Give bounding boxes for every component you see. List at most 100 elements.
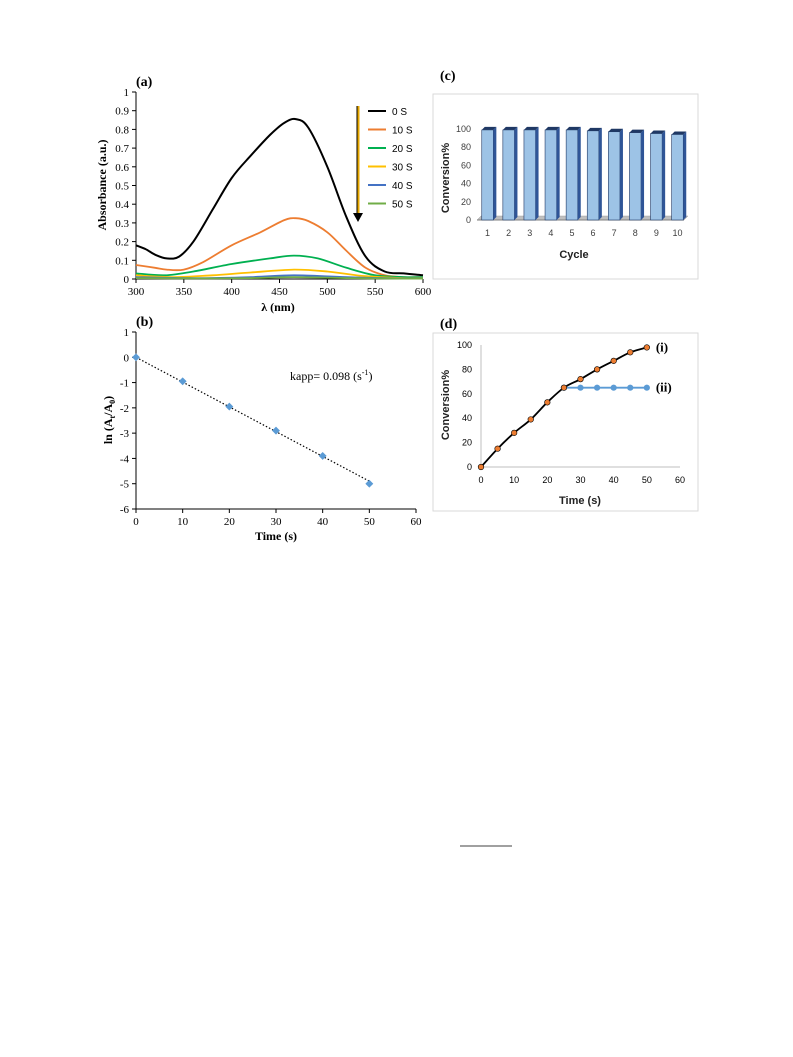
panel-a-y-tick-label: 0.3 (115, 218, 129, 230)
panel-c-x-tick-label: 8 (633, 228, 638, 238)
panel-b-y-tick-label: 0 (124, 352, 130, 364)
panel-a-y-tick-label: 0.8 (115, 124, 129, 136)
panel-c-bar (565, 129, 579, 221)
panel-a-y-tick-label: 0.7 (115, 143, 129, 155)
panel-c-y-tick-label: 20 (461, 197, 471, 207)
panel-d-x-axis-title: Time (s) (559, 495, 601, 507)
panel-c-x-tick-label: 6 (591, 228, 596, 238)
panel-a-legend: 0 S 10 S 20 S 30 S 40 S 50 S (353, 106, 413, 222)
kapp-exponent: -1 (362, 368, 369, 377)
panel-c-x-tick-label: 10 (672, 228, 682, 238)
panel-d-x-tick-label: 40 (609, 475, 619, 485)
legend-label: 20 S (392, 144, 413, 155)
panel-c-bar (629, 132, 642, 221)
panel-d-x-tick-label: 20 (542, 475, 552, 485)
panel-d-x-tick-label: 10 (509, 475, 519, 485)
panel-d: (d) 0 20 40 60 80 100 0 10 20 30 40 50 60 (ii) (i) Ti… (432, 317, 699, 512)
panel-d-label: (d) (440, 317, 457, 332)
panel-c-bar-side (577, 126, 581, 220)
panel-a-x-tick-label: 500 (319, 286, 336, 298)
panel-c-label: (c) (440, 69, 456, 84)
panel-d-data-point (610, 357, 617, 364)
panel-d-y-tick-label: 0 (467, 462, 472, 472)
panel-a-y-tick-label: 0.9 (115, 106, 129, 118)
panel-c-x-tick-label: 3 (527, 228, 532, 238)
panel-d-y-tick-label: 60 (462, 389, 472, 399)
panel-b-x-tick-label: 40 (317, 516, 329, 528)
panel-b-data-point (225, 402, 234, 411)
panel-d-data-point (593, 366, 601, 373)
panel-a-y-tick-label: 0 (124, 274, 130, 286)
panel-d-y-tick-label: 80 (462, 364, 472, 374)
panel-c-bar-top (545, 126, 560, 130)
panel-a: (a) 0 0.1 0.2 0.3 0.4 0.5 0.6 0.7 0.8 0.9 1 300 350 4… (95, 75, 432, 314)
panel-a-y-tick-label: 0.4 (115, 199, 129, 211)
legend-label: 10 S (392, 126, 413, 137)
panel-b-x-tick-label: 30 (271, 516, 283, 528)
ln-sub-t: t (108, 416, 117, 419)
panel-b-x-tick-label: 10 (177, 516, 189, 528)
panel-d-data-point (511, 429, 518, 436)
panel-b-x-axis-title: Time (s) (255, 529, 297, 543)
panel-b-data-point (365, 479, 374, 488)
panel-c-bar-top (629, 129, 645, 133)
panel-c-bar-side (514, 126, 518, 220)
panel-b-data-point (178, 377, 187, 386)
panel-c-x-axis-title: Cycle (559, 249, 588, 261)
panel-d-x-tick-label: 50 (642, 475, 652, 485)
panel-c-bar-top (671, 131, 687, 135)
panel-c-x-tick-label: 1 (485, 228, 490, 238)
panel-a-x-tick-label: 450 (271, 286, 288, 298)
panel-d-x-tick-label: 30 (575, 475, 585, 485)
panel-c-bar (608, 131, 621, 221)
panel-c-bar-side (535, 126, 539, 220)
panel-a-series-line (135, 217, 424, 279)
legend-label: 30 S (392, 163, 413, 174)
panel-d-data-point (643, 344, 650, 351)
panel-c-x-tick-label: 4 (548, 228, 553, 238)
panel-d-data-point (627, 384, 634, 391)
panel-b: (b) 10-1-2-3-4-5-60 10 20 30 40 50 60 kapp= 0.… (101, 315, 422, 543)
panel-a-x-axis-title: λ (nm) (261, 300, 295, 314)
panel-d-x-tick-label: 60 (675, 475, 685, 485)
panel-d-data-point (643, 384, 650, 391)
panel-d-data-point (627, 349, 634, 356)
panel-c-bar-side (493, 126, 497, 220)
panel-b-label: (b) (136, 315, 153, 330)
panel-c-bar-top (502, 126, 518, 130)
panel-b-y-axis-title: ln (At/A0) (101, 396, 117, 444)
panel-d-series-label: (ii) (656, 380, 672, 395)
panel-c-bar (523, 129, 536, 221)
panel-d-data-point (527, 416, 534, 423)
panel-d-y-tick-label: 40 (462, 413, 472, 423)
panel-c-y-tick-label: 80 (461, 142, 471, 152)
legend-label: 40 S (392, 181, 413, 192)
panel-a-series-line (135, 117, 424, 277)
panel-c-bar (586, 130, 600, 221)
panel-b-y-tick-label: 1 (124, 327, 130, 339)
panel-c-bar-top (587, 127, 602, 131)
panel-c-x-tick-label: 9 (654, 228, 659, 238)
panel-d-y-tick-label: 20 (462, 438, 472, 448)
panel-b-y-tick-label: -3 (120, 428, 130, 440)
panel-c-bar-side (556, 126, 560, 220)
ln-slash: /A (101, 403, 115, 416)
panel-c-bar (650, 133, 663, 221)
panel-d-data-point (477, 463, 485, 471)
panel-b-x-tick-label: 0 (133, 516, 139, 528)
panel-c-bar-side (641, 129, 645, 220)
panel-d-data-point (494, 445, 501, 452)
panel-b-y-tick-label: -4 (120, 453, 130, 465)
panel-d-series-label: (i) (656, 339, 668, 354)
panel-d-x-tick-label: 0 (478, 475, 483, 485)
panel-a-y-tick-label: 0.2 (115, 237, 129, 249)
panel-d-y-tick-label: 100 (457, 340, 472, 350)
panel-c-bar-side (598, 127, 602, 220)
panel-c-bar (481, 129, 494, 221)
panel-a-series-line (135, 254, 424, 279)
panel-c-bar-top (608, 128, 623, 132)
panel-b-x-tick-label: 20 (224, 516, 236, 528)
panel-a-x-tick-label: 600 (415, 286, 432, 298)
panel-b-y-tick-label: -5 (120, 479, 130, 491)
